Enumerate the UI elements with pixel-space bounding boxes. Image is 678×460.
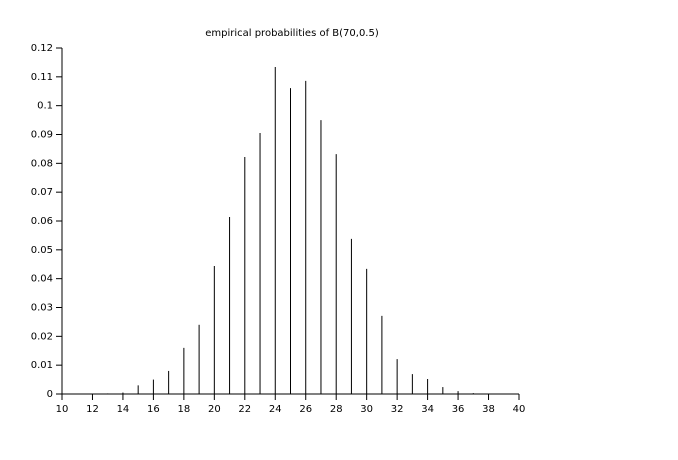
chart-title: empirical probabilities of B(70,0.5): [205, 28, 379, 39]
y-tick-label: 0.02: [31, 331, 53, 342]
x-tick-label: 12: [86, 404, 99, 415]
x-tick-label: 24: [269, 404, 282, 415]
x-tick-label: 28: [330, 404, 343, 415]
y-tick-label: 0.1: [37, 101, 53, 112]
y-tick-label: 0.09: [31, 130, 53, 141]
x-tick-label: 16: [147, 404, 160, 415]
x-tick-label: 18: [177, 404, 190, 415]
y-tick-label: 0.04: [31, 274, 53, 285]
y-tick-label: 0.11: [31, 72, 53, 83]
x-tick-label: 20: [208, 404, 221, 415]
y-tick-label: 0.12: [31, 43, 53, 54]
x-tick-label: 40: [513, 404, 526, 415]
x-tick-label: 34: [421, 404, 434, 415]
y-tick-label: 0.08: [31, 158, 53, 169]
x-tick-label: 32: [391, 404, 404, 415]
x-tick-label: 38: [482, 404, 495, 415]
x-tick-label: 36: [452, 404, 465, 415]
x-tick-label: 22: [238, 404, 251, 415]
y-tick-label: 0: [47, 389, 53, 400]
y-tick-label: 0.01: [31, 360, 53, 371]
y-tick-label: 0.05: [31, 245, 53, 256]
y-tick-label: 0.07: [31, 187, 53, 198]
y-tick-label: 0.03: [31, 303, 53, 314]
x-tick-label: 30: [360, 404, 373, 415]
x-tick-label: 10: [56, 404, 69, 415]
y-tick-label: 0.06: [31, 216, 53, 227]
x-tick-label: 14: [117, 404, 130, 415]
x-tick-label: 26: [299, 404, 312, 415]
